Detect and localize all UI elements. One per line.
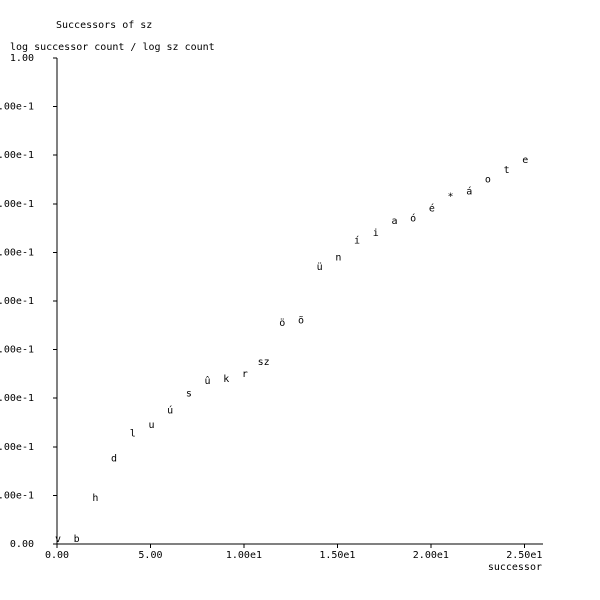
data-point: û [205, 375, 211, 387]
data-point: h [92, 493, 98, 504]
y-tick-label: 1.00e-1 [0, 490, 34, 501]
data-point: ó [410, 212, 416, 224]
y-tick-label: 2.00e-1 [0, 442, 34, 453]
data-point: n [335, 252, 341, 263]
data-point: á [466, 186, 472, 198]
y-tick-label: 9.00e-1 [0, 102, 34, 113]
data-point: s [186, 388, 192, 399]
data-point: ú [167, 404, 173, 416]
data-point: u [148, 420, 154, 431]
data-point: õ [298, 315, 304, 326]
data-point: ö [279, 318, 285, 329]
y-tick-label: 0.00 [10, 539, 34, 550]
y-tick-label: 8.00e-1 [0, 150, 34, 161]
y-tick-label: 6.00e-1 [0, 247, 34, 258]
x-tick-label: 1.00e1 [226, 550, 262, 561]
x-tick-label: 2.00e1 [413, 550, 449, 561]
y-tick-label: 1.00 [10, 53, 34, 64]
data-point: a [391, 216, 397, 227]
x-axis-label: successor [488, 562, 542, 573]
x-ticks: 0.00 5.00 1.00e1 1.50e1 2.00e1 2.50e1 [45, 544, 542, 561]
y-tick-label: 3.00e-1 [0, 393, 34, 404]
x-tick-label: 1.50e1 [319, 550, 355, 561]
x-tick-label: 2.50e1 [506, 550, 542, 561]
data-point: ü [317, 262, 323, 273]
data-point: o [485, 175, 491, 186]
x-tick-label: 5.00 [138, 550, 162, 561]
data-point: í [354, 234, 360, 246]
data-point: r [242, 369, 248, 380]
x-tick-label: 0.00 [45, 550, 69, 561]
data-point: t [504, 165, 510, 176]
data-point: v [55, 534, 61, 545]
axes [56, 58, 543, 545]
data-point: e [522, 155, 528, 166]
y-tick-label: 7.00e-1 [0, 199, 34, 210]
y-axis-label: log successor count / log sz count [10, 42, 215, 53]
y-ticks: 0.00 1.00e-1 2.00e-1 3.00e-1 4.00e-1 5.00e-1 6… [0, 53, 57, 550]
y-tick-label: 4.00e-1 [0, 345, 34, 356]
data-point: b [74, 534, 80, 545]
chart-title: Successors of sz [56, 20, 152, 31]
data-points: v b h d l u ú s û k rsz ö õ ü n í i a ó é * á o t e [55, 155, 528, 545]
data-point: l [130, 429, 136, 440]
data-point: é [429, 203, 435, 215]
data-point: sz [258, 357, 270, 368]
data-point: * [448, 192, 454, 203]
data-point: i [373, 228, 379, 239]
data-point: k [223, 374, 229, 385]
y-tick-label: 5.00e-1 [0, 296, 34, 307]
data-point: d [111, 453, 117, 464]
